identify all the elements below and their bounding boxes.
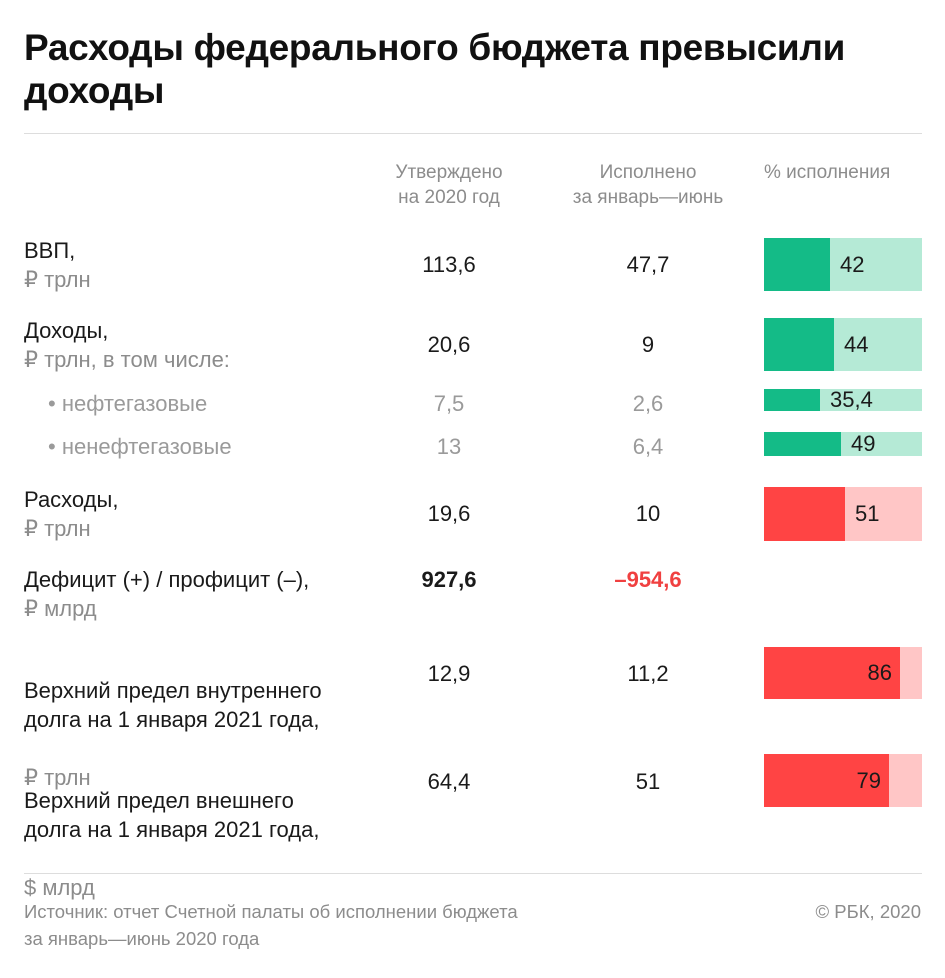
percent-bar-fill [764, 647, 900, 699]
percent-bar: 44 [764, 318, 922, 371]
row-unit: ₽ трлн, в том числе: [24, 347, 230, 372]
row-unit: $ млрд [24, 875, 95, 900]
copyright: © РБК, 2020 [815, 901, 921, 922]
percent-label: 49 [851, 431, 876, 456]
executed-value: 51 [635, 769, 661, 794]
row-unit: ₽ трлн [24, 267, 91, 292]
executed-value: 9 [641, 332, 655, 357]
row-label: Верхний предел внешнего долга на 1 январ… [24, 757, 319, 931]
row-title: Доходы, [24, 318, 109, 343]
column-header-approved: Утверждено на 2020 год [395, 162, 503, 208]
row-label: Верхний предел внутреннего долга на 1 ян… [24, 647, 322, 821]
row-title: Верхний предел внешнего долга на 1 январ… [24, 788, 320, 842]
percent-label: 79 [856, 767, 881, 793]
executed-value: 6,4 [632, 434, 664, 459]
approved-value: 7,5 [433, 391, 465, 416]
approved-value: 12,9 [427, 661, 471, 686]
approved-value: 64,4 [427, 769, 471, 794]
executed-value: 10 [635, 501, 661, 526]
percent-bar-fill [764, 432, 841, 456]
row-title: ВВП, [24, 238, 76, 263]
executed-value: 47,7 [626, 252, 670, 277]
executed-value: 2,6 [632, 391, 664, 416]
row-unit: ₽ трлн [24, 765, 91, 790]
bottom-divider [24, 873, 922, 874]
page-title: Расходы федерального бюджета превысили д… [24, 27, 846, 111]
executed-value: –954,6 [614, 567, 682, 592]
approved-value: 927,6 [421, 567, 477, 592]
row-label: Расходы, ₽ трлн [24, 485, 118, 543]
row-title: • нефтегазовые [48, 391, 208, 416]
row-label: Дефицит (+) / профицит (–), ₽ млрд [24, 565, 309, 623]
row-title: Дефицит (+) / профицит (–), [24, 567, 310, 592]
percent-bar-fill [764, 318, 834, 371]
percent-bar: 49 [764, 431, 922, 456]
percent-bar-fill [764, 389, 820, 411]
approved-value: 113,6 [422, 252, 476, 277]
percent-bar-fill [764, 754, 889, 807]
source-note: Источник: отчет Счетной палаты об исполн… [24, 901, 518, 949]
percent-label: 86 [867, 660, 892, 685]
percent-bar-fill [764, 487, 845, 541]
approved-value: 19,6 [427, 501, 471, 526]
top-divider [24, 133, 922, 134]
row-title: • ненефтегазовые [48, 434, 232, 459]
approved-value: 13 [436, 434, 462, 459]
percent-bar: 86 [764, 647, 922, 699]
row-label: ВВП, ₽ трлн [24, 236, 91, 294]
percent-bar: 51 [764, 487, 922, 541]
row-title: Расходы, [24, 487, 119, 512]
percent-bar: 79 [764, 754, 922, 807]
percent-bar: 35,4 [764, 387, 922, 412]
approved-value: 20,6 [427, 332, 471, 357]
percent-bar-fill [764, 238, 830, 291]
row-label: Доходы, ₽ трлн, в том числе: [24, 316, 230, 374]
row-unit: ₽ млрд [24, 596, 97, 621]
percent-label: 42 [840, 251, 865, 277]
row-unit: ₽ трлн [24, 516, 91, 541]
executed-value: 11,2 [627, 661, 669, 686]
column-header-executed: Исполнено за январь—июнь [572, 162, 724, 208]
column-header-percent: % исполнения [764, 162, 891, 183]
percent-label: 51 [855, 501, 880, 526]
percent-label: 44 [844, 331, 869, 357]
row-title: Верхний предел внутреннего долга на 1 ян… [24, 678, 322, 732]
percent-bar: 42 [764, 238, 922, 291]
percent-label: 35,4 [830, 387, 873, 412]
